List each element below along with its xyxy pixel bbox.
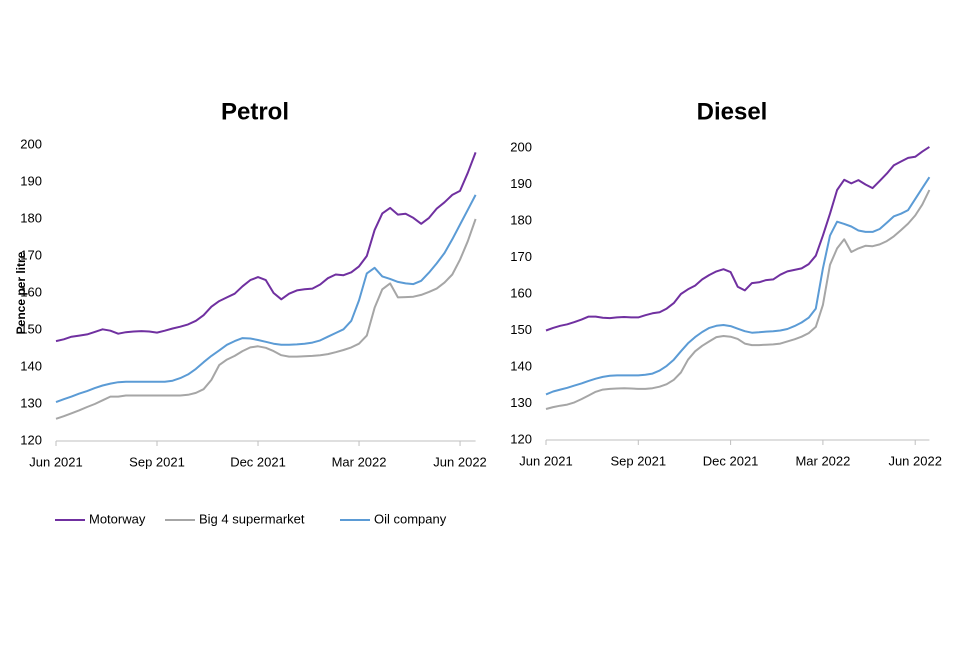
y-tick-label: 140 xyxy=(510,358,532,373)
legend-label: Oil company xyxy=(374,511,447,526)
y-tick-label: 200 xyxy=(20,136,42,151)
y-tick-label: 120 xyxy=(20,432,42,447)
series-line xyxy=(55,218,477,420)
y-tick-label: 170 xyxy=(510,249,532,264)
x-tick-label: Jun 2021 xyxy=(519,453,573,468)
legend-label: Motorway xyxy=(89,511,146,526)
x-tick-label: Dec 2021 xyxy=(230,454,286,469)
y-tick-label: 180 xyxy=(510,212,532,227)
y-tick-label: 190 xyxy=(510,176,532,191)
x-tick-label: Sep 2021 xyxy=(610,453,666,468)
y-tick-label: 190 xyxy=(20,173,42,188)
x-tick-label: Jun 2022 xyxy=(433,454,487,469)
y-axis-label: Pence per litre xyxy=(14,251,28,334)
legend-label: Big 4 supermarket xyxy=(199,511,305,526)
series-line xyxy=(55,152,477,343)
y-tick-label: 160 xyxy=(20,284,42,299)
y-tick-label: 130 xyxy=(20,395,42,410)
x-tick-label: Dec 2021 xyxy=(703,453,759,468)
y-tick-label: 200 xyxy=(510,139,532,154)
series-line xyxy=(55,194,477,404)
x-tick-label: Mar 2022 xyxy=(332,454,387,469)
y-tick-label: 180 xyxy=(20,210,42,225)
y-tick-label: 150 xyxy=(510,322,532,337)
x-tick-label: Sep 2021 xyxy=(129,454,185,469)
series-line xyxy=(545,176,931,396)
y-tick-label: 160 xyxy=(510,285,532,300)
x-tick-label: Jun 2022 xyxy=(888,453,942,468)
series-line xyxy=(545,189,931,410)
x-tick-label: Mar 2022 xyxy=(795,453,850,468)
y-tick-label: 130 xyxy=(510,395,532,410)
chart-title: Diesel xyxy=(697,98,768,125)
chart-title: Petrol xyxy=(221,98,289,125)
x-tick-label: Jun 2021 xyxy=(29,454,83,469)
y-tick-label: 170 xyxy=(20,247,42,262)
y-tick-label: 140 xyxy=(20,358,42,373)
y-tick-label: 120 xyxy=(510,431,532,446)
series-line xyxy=(545,146,930,332)
y-tick-label: 150 xyxy=(20,321,42,336)
